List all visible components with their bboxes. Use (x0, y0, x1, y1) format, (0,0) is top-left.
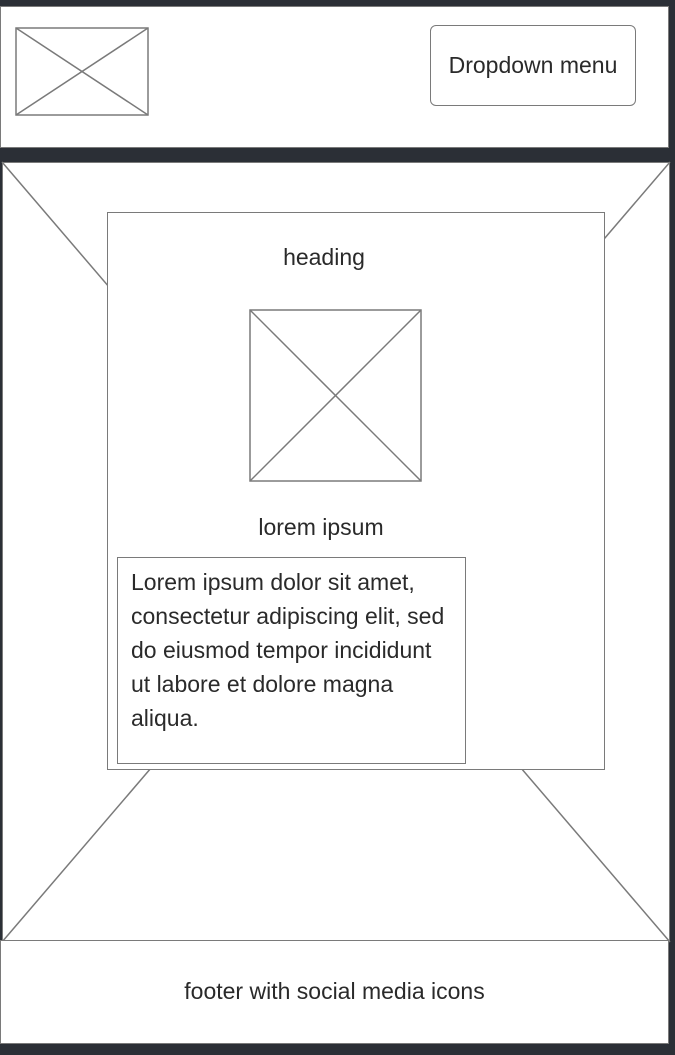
dropdown-menu-button[interactable]: Dropdown menu (430, 25, 636, 106)
card-paragraph: Lorem ipsum dolor sit amet, consectetur … (117, 557, 466, 764)
footer-label: footer with social media icons (184, 978, 485, 1004)
card-heading: heading (283, 244, 365, 270)
logo-placeholder-icon[interactable] (15, 27, 149, 116)
footer (0, 940, 669, 1044)
card-image-placeholder-icon (249, 309, 422, 482)
card-subheading: lorem ipsum (258, 514, 384, 540)
